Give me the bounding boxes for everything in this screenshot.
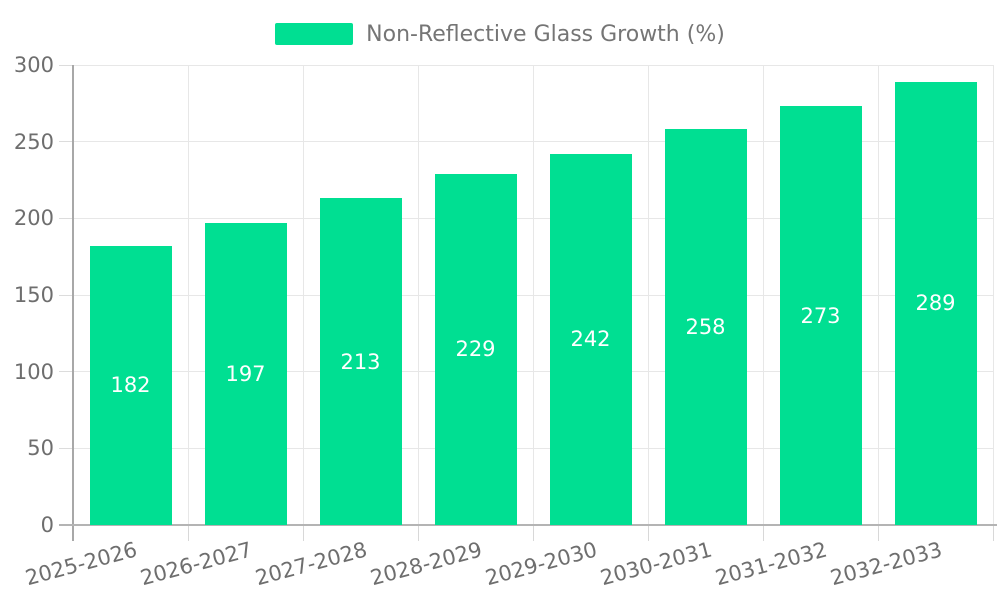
x-axis-tick	[877, 526, 879, 541]
y-axis-tick	[59, 64, 72, 66]
y-axis-tick-label: 0	[40, 513, 54, 537]
x-axis-tick-label: 2032-2033	[827, 537, 945, 591]
y-axis-tick-label: 150	[13, 283, 54, 307]
y-axis-tick-label: 250	[13, 129, 54, 154]
gridline-vertical	[992, 65, 994, 525]
x-axis-tick-label: 2031-2032	[712, 537, 830, 591]
y-axis-line	[72, 65, 74, 541]
bar[interactable]: 197	[204, 222, 287, 525]
x-axis-tick-label: 2026-2027	[137, 537, 255, 591]
x-axis-tick-label: 2028-2029	[367, 537, 485, 591]
bar[interactable]: 213	[319, 198, 402, 525]
gridline-vertical	[417, 65, 419, 525]
bar-value-label: 289	[915, 291, 956, 316]
bar-value-label: 182	[110, 373, 151, 398]
y-axis-tick-label: 50	[27, 436, 54, 461]
x-axis-tick-label: 2030-2031	[597, 537, 715, 591]
x-axis-tick	[302, 526, 304, 541]
y-axis-tick	[59, 294, 72, 296]
gridline-vertical	[187, 65, 189, 525]
gridline-vertical	[877, 65, 879, 525]
bar-value-label: 273	[800, 303, 841, 328]
bar[interactable]: 273	[779, 106, 862, 525]
legend-swatch	[275, 23, 354, 45]
bar[interactable]: 182	[89, 245, 172, 525]
y-axis-tick	[59, 447, 72, 449]
y-axis-tick-label: 200	[13, 206, 54, 231]
bar-value-label: 242	[570, 327, 611, 352]
x-axis-line	[59, 524, 997, 526]
bar-value-label: 213	[340, 349, 381, 374]
bar-value-label: 258	[685, 315, 726, 340]
x-axis-tick	[532, 526, 534, 541]
gridline-vertical	[647, 65, 649, 525]
bar[interactable]: 242	[549, 153, 632, 525]
y-axis-tick	[59, 217, 72, 219]
bar[interactable]: 229	[434, 173, 517, 525]
gridline-vertical	[762, 65, 764, 525]
y-axis-tick-label: 100	[13, 359, 54, 384]
gridline-vertical	[532, 65, 534, 525]
x-axis-tick-label: 2025-2026	[22, 537, 140, 591]
bar-value-label: 197	[225, 361, 266, 386]
y-axis-tick	[59, 141, 72, 143]
x-axis-tick	[647, 526, 649, 541]
x-axis-tick	[992, 526, 994, 541]
y-axis-tick	[59, 371, 72, 373]
x-axis-tick	[762, 526, 764, 541]
x-axis-tick	[417, 526, 419, 541]
gridline-vertical	[302, 65, 304, 525]
legend-item[interactable]: Non-Reflective Glass Growth (%)	[0, 20, 1000, 48]
y-axis-tick-label: 300	[13, 53, 54, 77]
x-axis-tick-label: 2027-2028	[252, 537, 370, 591]
legend-label: Non-Reflective Glass Growth (%)	[366, 21, 725, 47]
bar-value-label: 229	[455, 337, 496, 362]
bar[interactable]: 258	[664, 129, 747, 525]
x-axis-tick	[187, 526, 189, 541]
x-axis-tick-label: 2029-2030	[482, 537, 600, 591]
bar[interactable]: 289	[894, 81, 977, 525]
